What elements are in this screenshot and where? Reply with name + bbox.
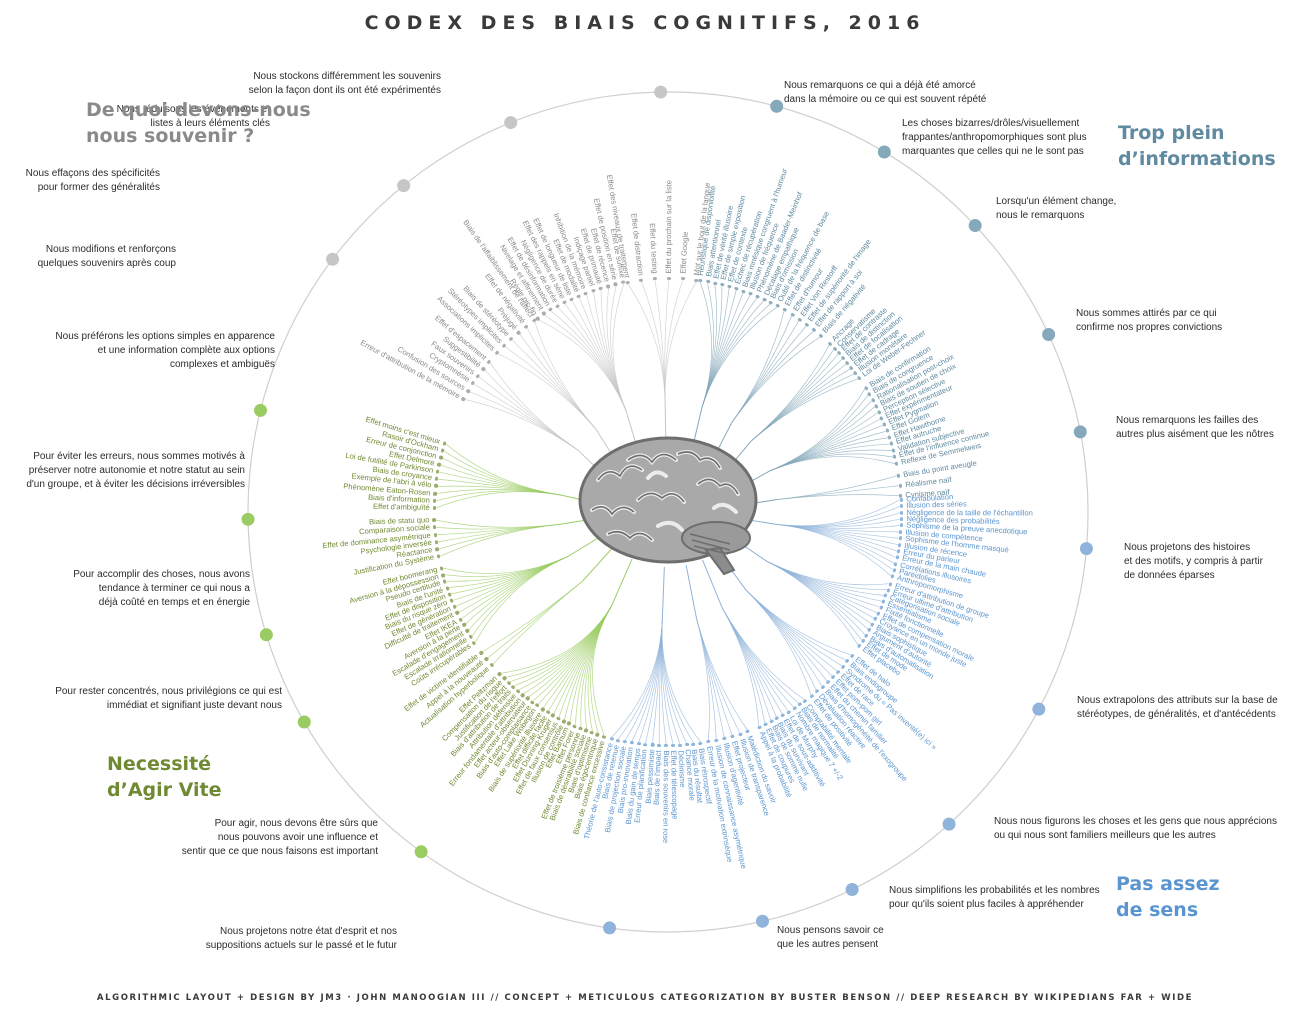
category-label-mem-reduce: Nous réduisons les événements et listes à…	[116, 104, 270, 129]
category-label-info-primed: Nous remarquons ce qui a déjà été amorcé…	[784, 80, 987, 105]
category-dot	[253, 403, 267, 417]
category-dot	[845, 882, 859, 896]
quadrant-title-memory: De quoi devons-nous nous souvenir ?	[86, 99, 311, 147]
category-dot	[1042, 328, 1056, 342]
category-dot	[241, 512, 255, 526]
quadrant-title-information: Trop plein d’informations	[1118, 122, 1276, 170]
category-label-info-confirm: Nous sommes attirés par ce qui confirme n…	[1076, 308, 1223, 333]
category-dot	[1079, 542, 1093, 556]
category-label-act-immediate: Pour rester concentrés, nous privilégion…	[55, 686, 282, 711]
category-dot	[968, 219, 982, 233]
category-dot	[397, 179, 411, 193]
category-dot	[654, 85, 668, 99]
category-dot	[504, 116, 518, 130]
category-label-mean-future: Nous projetons notre état d'esprit et no…	[205, 926, 397, 951]
category-label-act-confident: Pour agir, nous devons être sûrs que nous…	[181, 818, 378, 857]
category-label-mem-store: Nous stockons différemment les souvenirs…	[248, 71, 441, 96]
category-dot	[1032, 702, 1046, 716]
quadrant-title-action: Necessité d’Agir Vite	[107, 753, 222, 801]
category-label-mem-edit: Nous modifions et renforçons quelques sou…	[37, 244, 176, 269]
bias-label: Effet du prochain sur la liste	[664, 180, 673, 280]
bias-label: Biais des souvenirs en rose	[661, 744, 671, 843]
category-label-act-status: Pour éviter les erreurs, nous sommes mot…	[26, 451, 245, 490]
brain-icon	[578, 436, 758, 576]
category-label-info-change: Lorsqu'un élément change, nous le remarqu…	[996, 196, 1117, 221]
outer-ring	[247, 91, 1089, 933]
category-dot	[770, 99, 784, 113]
category-label-mean-stories: Nous projetons des histoires et des motif…	[1124, 542, 1263, 581]
credits-footer: ALGORITHMIC LAYOUT + DESIGN BY JM3 · JOH…	[96, 993, 1194, 1003]
category-label-act-simple: Nous préférons les options simples en ap…	[55, 331, 275, 370]
category-dot	[259, 628, 273, 642]
category-dot	[877, 145, 891, 159]
category-dot	[755, 914, 769, 928]
category-label-mean-prob: Nous simplifions les probabilités et les…	[889, 885, 1100, 910]
category-dot	[297, 715, 311, 729]
category-label-mean-others: Nous pensons savoir ce que les autres pen…	[777, 925, 884, 950]
category-label-mem-generalize: Nous effaçons des spécificités pour forme…	[25, 168, 160, 193]
category-dot	[942, 817, 956, 831]
category-label-act-finish: Pour accomplir des choses, nous avons ten…	[73, 569, 250, 608]
category-label-info-bizarre: Les choses bizarres/drôles/visuellement f…	[902, 118, 1087, 157]
branch-lines	[435, 279, 901, 745]
category-dots	[241, 85, 1093, 935]
category-label-mean-stereo: Nous extrapolons des attributs sur la ba…	[1077, 695, 1278, 720]
category-label-info-flaws: Nous remarquons les failles des autres pl…	[1116, 415, 1274, 440]
page-title: CODEX DES BIAIS COGNITIFS, 2016	[364, 12, 926, 34]
category-label-mean-familiar: Nous nous figurons les choses et les gen…	[994, 816, 1277, 841]
category-dot	[1073, 425, 1087, 439]
category-dot	[326, 252, 340, 266]
quadrant-title-meaning: Pas assez de sens	[1116, 873, 1220, 921]
category-dot	[414, 845, 428, 859]
category-dot	[603, 921, 617, 935]
